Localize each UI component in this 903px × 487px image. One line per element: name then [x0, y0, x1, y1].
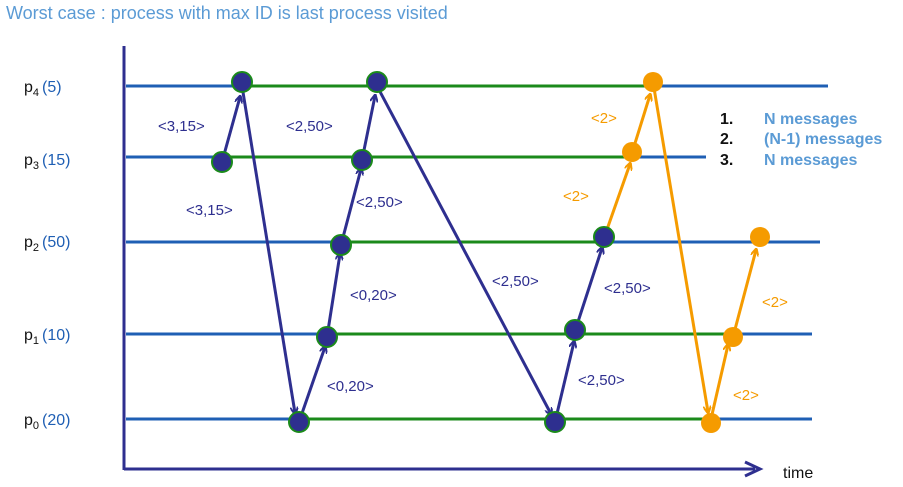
orange-arrow-p1-to-p2 [731, 250, 756, 338]
orange-message-label: <2> [733, 387, 759, 404]
node-p4-a [231, 71, 253, 93]
arrow-p4-to-p0-second [375, 85, 551, 414]
legend-number: 1. [720, 111, 733, 128]
orange-arrow-p0-to-p1 [709, 345, 728, 420]
message-label: <2,50> [286, 118, 333, 135]
node-p3-a [211, 151, 233, 173]
diagram-title: Worst case : process with max ID is last… [6, 3, 448, 23]
orange-message-label: <2> [563, 188, 589, 205]
legend-number: 2. [720, 131, 733, 148]
node-p0-b [544, 411, 566, 433]
orange-message-label: <2> [591, 110, 617, 127]
arrow-p2-to-p3 [339, 169, 361, 246]
time-axis-arrowhead [744, 460, 764, 478]
process-label-p0: p0 (20) [24, 412, 70, 432]
node-p2-a [330, 234, 352, 256]
node-p3-b [351, 149, 373, 171]
legend-text: N messages [764, 111, 857, 128]
legend-number: 3. [720, 152, 733, 169]
message-label: <2,50> [578, 372, 625, 389]
node-p0-a [288, 411, 310, 433]
orange-node-p0 [701, 413, 721, 433]
orange-message-label: <2> [762, 294, 788, 311]
message-label: <3,15> [186, 202, 233, 219]
message-label: <2,50> [492, 273, 539, 290]
arrow-p1-to-p2 [325, 254, 340, 338]
orange-node-p4 [643, 72, 663, 92]
process-label-p1: p1 (10) [24, 327, 70, 347]
process-label-p4: p4 (5) [24, 79, 62, 99]
time-axis-label: time [783, 465, 813, 482]
message-label: <2,50> [604, 280, 651, 297]
orange-node-p1 [723, 327, 743, 347]
orange-arrow-p4-to-p0 [651, 81, 708, 412]
process-label-p3: p3 (15) [24, 152, 70, 172]
node-p1-a [316, 326, 338, 348]
arrow-p0-to-p1-second [553, 342, 574, 423]
message-label: <2,50> [356, 194, 403, 211]
node-p2-b [593, 226, 615, 248]
process-label-p2: p2 (50) [24, 234, 70, 254]
message-label: <3,15> [158, 118, 205, 135]
arrow-p1-to-p2-second [573, 248, 602, 332]
legend-text: (N-1) messages [764, 131, 882, 148]
node-p1-b [564, 319, 586, 341]
message-label: <0,20> [327, 378, 374, 395]
arrow-p0-to-p1 [297, 347, 325, 423]
arrow-p4-to-p0 [240, 85, 295, 413]
legend-text: N messages [764, 152, 857, 169]
orange-arrow-p2-to-p3 [602, 164, 630, 239]
node-p4-b [366, 71, 388, 93]
orange-node-p3 [622, 142, 642, 162]
orange-node-p2 [750, 227, 770, 247]
message-label: <0,20> [350, 287, 397, 304]
arrow-p3-to-p4 [220, 97, 240, 163]
